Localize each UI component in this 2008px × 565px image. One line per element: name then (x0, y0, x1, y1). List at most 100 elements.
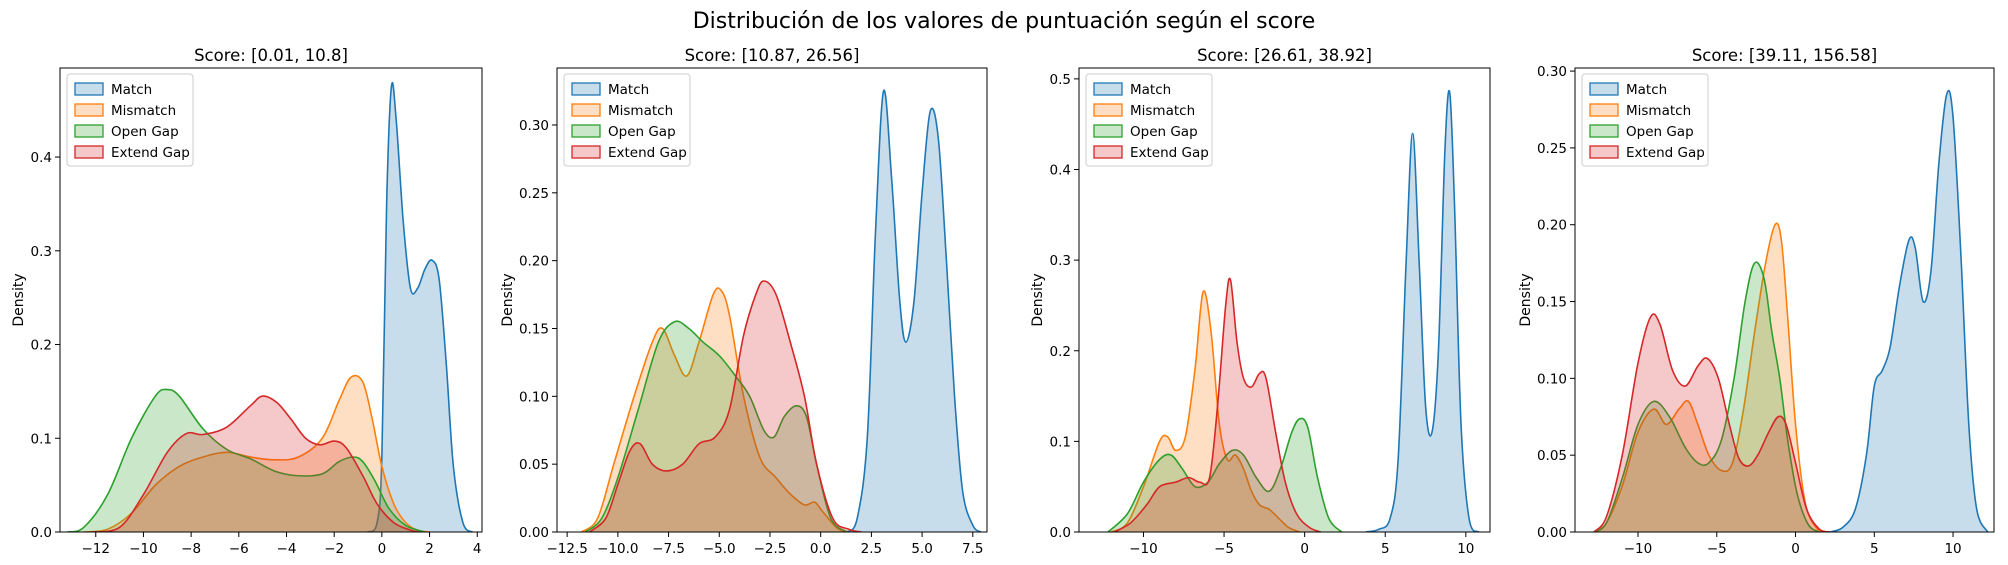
x-tick-label: −7.5 (652, 541, 685, 557)
x-tick-label: 2 (425, 541, 434, 557)
y-tick-label: 0.30 (1537, 64, 1567, 80)
axes-frame (556, 67, 988, 533)
density-line-open-gap (1593, 261, 1820, 532)
y-tick-label: 0.30 (519, 118, 549, 134)
x-tick-label: −10.0 (597, 541, 638, 557)
x-tick-label: −2 (324, 541, 344, 557)
legend-swatch-extend-gap (74, 145, 104, 159)
density-area-mismatch (83, 375, 430, 532)
y-tick-label: 0.4 (31, 150, 52, 166)
density-area-extend-gap (589, 281, 862, 532)
legend-box (1085, 73, 1213, 167)
y-tick-label: 0.00 (1537, 525, 1567, 541)
series-layer (1107, 89, 1480, 532)
y-tick-label: 0.5 (1050, 72, 1071, 88)
subplot-title: Score: [26.61, 38.92] (1197, 46, 1372, 65)
series-layer (580, 89, 982, 532)
x-tick-label: 5.0 (911, 541, 932, 557)
density-area-match (367, 82, 473, 532)
legend-swatch-match (571, 82, 601, 96)
legend-swatch-open-gap (1093, 124, 1123, 138)
y-tick-label: 0.1 (1050, 434, 1071, 450)
legend-swatch-mismatch (74, 103, 104, 117)
density-area-match (847, 90, 981, 532)
legend-label-open-gap: Open Gap (111, 124, 179, 140)
x-tick-label: −6 (229, 541, 249, 557)
legend-swatch-match (1589, 82, 1619, 96)
subplot-title: Score: [10.87, 26.56] (685, 46, 860, 65)
legend-swatch-mismatch (1589, 103, 1619, 117)
y-tick-label: 0.20 (1537, 218, 1567, 234)
density-area-extend-gap (90, 396, 421, 532)
y-tick-label: 0.05 (519, 457, 549, 473)
x-tick-label: 2.5 (861, 541, 882, 557)
x-tick-label: −12.5 (546, 541, 587, 557)
figure-title: Distribución de los valores de puntuació… (693, 9, 1316, 34)
axes-frame (59, 67, 483, 533)
legend-box (563, 73, 691, 167)
legend-swatch-open-gap (571, 124, 601, 138)
y-tick-label: 0.00 (519, 525, 549, 541)
density-area-open-gap (1108, 418, 1342, 532)
density-line-match (1365, 89, 1480, 532)
density-area-match (1365, 90, 1479, 532)
density-line-extend-gap (90, 395, 421, 532)
density-line-match (367, 81, 474, 532)
x-tick-label: 0 (1300, 541, 1309, 557)
density-line-match (1829, 89, 1989, 532)
density-line-open-gap (66, 388, 426, 532)
density-line-extend-gap (1593, 313, 1831, 532)
density-line-mismatch (580, 287, 848, 532)
chart-panel-1: −12 −10 −8 −6 −4 −2 0 2 4 0.0 0.1 0.2 0.3 0.4 Density S… (11, 46, 483, 557)
legend-swatch-extend-gap (1093, 145, 1123, 159)
y-tick-label: 0.25 (1537, 141, 1567, 157)
legend-box (1581, 73, 1709, 167)
x-tick-label: 0 (378, 541, 387, 557)
legend-label-open-gap: Open Gap (1626, 124, 1694, 140)
legend-label-mismatch: Mismatch (111, 103, 176, 119)
subplot-title: Score: [0.01, 10.8] (194, 46, 348, 65)
density-area-open-gap (585, 321, 848, 532)
legend-label-mismatch: Mismatch (1130, 103, 1195, 119)
y-tick-label: 0.2 (1050, 344, 1071, 360)
legend-label-extend-gap: Extend Gap (111, 145, 190, 161)
legend-label-extend-gap: Extend Gap (608, 145, 687, 161)
x-tick-label: −10 (129, 541, 158, 557)
x-tick-label: −10 (1624, 541, 1653, 557)
x-tick-label: −4 (277, 541, 297, 557)
y-tick-label: 0.25 (519, 186, 549, 202)
legend-label-match: Match (111, 82, 152, 98)
legend-swatch-match (74, 82, 104, 96)
x-tick-label: −8 (181, 541, 201, 557)
density-line-open-gap (1107, 417, 1343, 532)
density-line-mismatch (1593, 222, 1828, 532)
x-tick-label: 7.5 (962, 541, 983, 557)
y-tick-label: 0.1 (31, 431, 52, 447)
y-axis-label: Density (1030, 273, 1046, 326)
x-tick-label: 5 (1381, 541, 1390, 557)
density-line-match (846, 89, 982, 532)
axes-frame (1574, 67, 1995, 533)
y-axis-label: Density (11, 273, 27, 326)
y-tick-label: 0.0 (1050, 525, 1071, 541)
series-layer (66, 81, 474, 532)
legend-label-mismatch: Mismatch (1626, 103, 1691, 119)
y-tick-label: 0.10 (1537, 371, 1567, 387)
density-area-open-gap (67, 389, 425, 532)
x-tick-label: −12 (82, 541, 111, 557)
y-axis-label: Density (1518, 273, 1534, 326)
y-tick-label: 0.3 (1050, 253, 1071, 269)
y-tick-label: 0.15 (519, 321, 549, 337)
density-line-extend-gap (588, 280, 862, 532)
legend-swatch-mismatch (571, 103, 601, 117)
legend-box (66, 73, 194, 167)
x-tick-label: 4 (473, 541, 482, 557)
density-area-open-gap (1593, 262, 1820, 532)
density-area-extend-gap (1593, 314, 1831, 532)
legend-label-mismatch: Mismatch (608, 103, 673, 119)
density-area-mismatch (1593, 223, 1828, 532)
y-tick-label: 0.4 (1050, 163, 1071, 179)
x-tick-label: 10 (1457, 541, 1474, 557)
density-line-mismatch (83, 374, 430, 532)
density-area-mismatch (1111, 290, 1300, 532)
